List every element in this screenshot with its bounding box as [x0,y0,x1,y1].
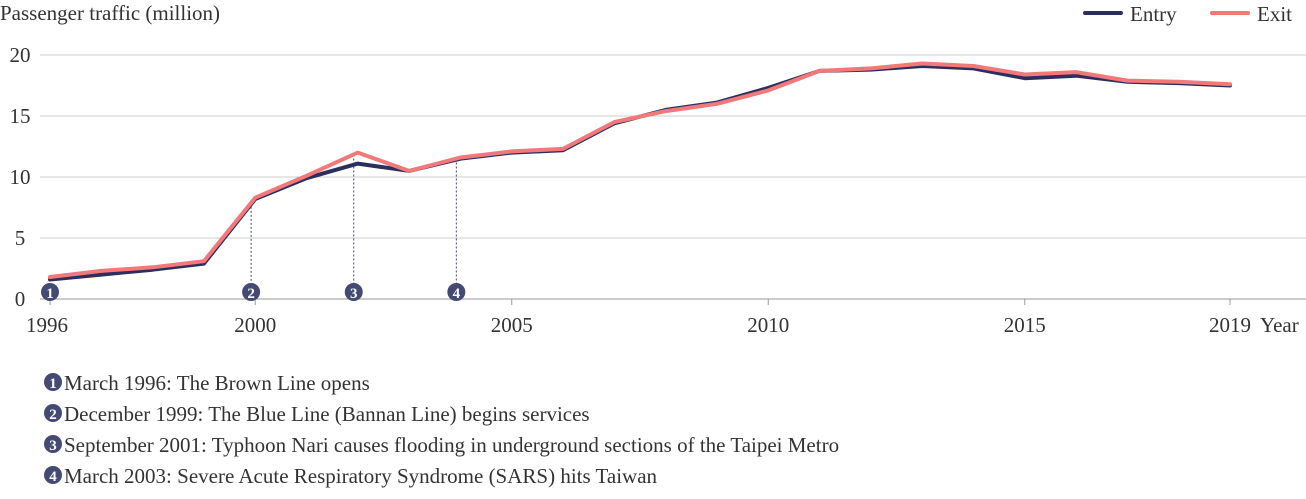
event-note-text: March 2003: Severe Acute Respiratory Syn… [64,464,658,488]
event-marker-2: 2 [242,283,261,302]
legend-label: Exit [1257,2,1292,26]
x-axis-ticks: 1996 2000 2005 2010 2015 2019 [26,299,1251,337]
series-line-exit [48,61,1232,279]
event-note-marker-number: 3 [49,438,57,454]
y-axis-label: Passenger traffic (million) [0,1,220,25]
event-note-marker-circle [44,466,62,484]
event-marker-4: 4 [447,283,466,302]
event-note-marker-circle [44,373,62,391]
event-note-1: 1 March 1996: The Brown Line opens [44,371,370,395]
y-tick-label: 10 [10,165,31,189]
y-tick-label: 20 [10,43,31,67]
event-marker-number: 2 [247,286,255,302]
event-marker-number: 3 [350,286,358,302]
event-marker-circle [242,283,261,301]
legend-label: Entry [1130,2,1177,26]
x-tick-label: 2019 [1209,313,1251,337]
legend: Entry Exit [1083,2,1292,26]
event-marker-circle [41,283,59,301]
event-marker-number: 4 [453,286,461,302]
event-note-marker-number: 2 [49,407,57,423]
event-marker-number: 1 [46,286,54,302]
event-marker-circle [447,283,466,301]
event-marker-circle [344,283,363,301]
legend-item-exit: Exit [1210,2,1292,26]
event-marker-1: 1 [41,283,59,302]
x-tick-label: 2005 [491,313,533,337]
event-note-marker-number: 1 [49,376,57,392]
event-note-3: 3 September 2001: Typhoon Nari causes flo… [44,433,839,457]
event-note-text: March 1996: The Brown Line opens [64,371,370,395]
x-tick-label: 1996 [26,313,68,337]
x-tick-label: 2015 [1004,313,1046,337]
x-tick-label: 2010 [747,313,789,337]
y-tick-label: 15 [10,104,31,128]
x-tick-label: 2000 [234,313,276,337]
event-markers: 1 2 3 4 [41,283,466,302]
event-note-marker-circle [44,435,62,453]
y-tick-label: 0 [15,287,26,311]
grid-lines [40,54,1306,300]
series-line-entry [48,64,1232,282]
event-marker-3: 3 [344,283,363,302]
y-tick-label: 5 [15,226,26,250]
event-note-text: September 2001: Typhoon Nari causes floo… [64,433,839,457]
event-note-4: 4 March 2003: Severe Acute Respiratory Sy… [44,464,658,488]
y-axis-ticks: 0 5 10 15 20 [10,43,31,311]
x-axis-label: Year [1260,313,1299,337]
event-note-2: 2 December 1999: The Blue Line (Bannan Li… [44,402,590,426]
legend-item-entry: Entry [1083,2,1177,26]
event-note-text: December 1999: The Blue Line (Bannan Lin… [64,402,590,426]
event-note-marker-number: 4 [49,469,57,485]
series-lines [48,61,1232,282]
event-note-marker-circle [44,404,62,422]
event-guide-lines [250,154,457,291]
event-notes: 1 March 1996: The Brown Line opens 2 Decemb… [44,371,839,488]
